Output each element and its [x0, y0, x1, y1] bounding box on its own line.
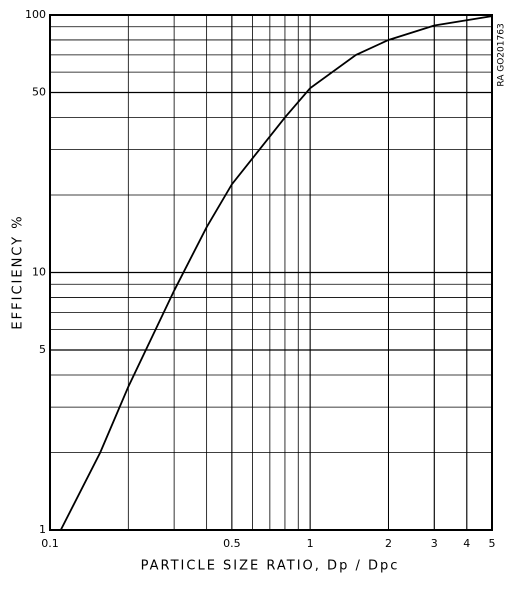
y-tick-label: 100	[25, 8, 46, 21]
x-tick-label: 1	[307, 537, 314, 550]
y-tick-label: 1	[39, 523, 46, 536]
x-tick-label: 2	[385, 537, 392, 550]
annotation: RA GO201763	[497, 23, 507, 86]
plot-frame	[49, 14, 493, 531]
x-axis-label: PARTICLE SIZE RATIO, Dp / Dpc	[141, 559, 400, 574]
x-tick-label: 4	[463, 537, 470, 550]
x-tick-label: 0.1	[41, 537, 59, 550]
x-tick-label: 3	[431, 537, 438, 550]
y-axis-label: EFFICIENCY %	[11, 214, 26, 329]
y-tick-label: 50	[32, 86, 46, 99]
y-tick-label: 10	[32, 266, 46, 279]
data-line	[59, 15, 493, 531]
y-tick-label: 5	[39, 343, 46, 356]
x-tick-label: 5	[489, 537, 496, 550]
x-tick-label: 0.5	[223, 537, 241, 550]
